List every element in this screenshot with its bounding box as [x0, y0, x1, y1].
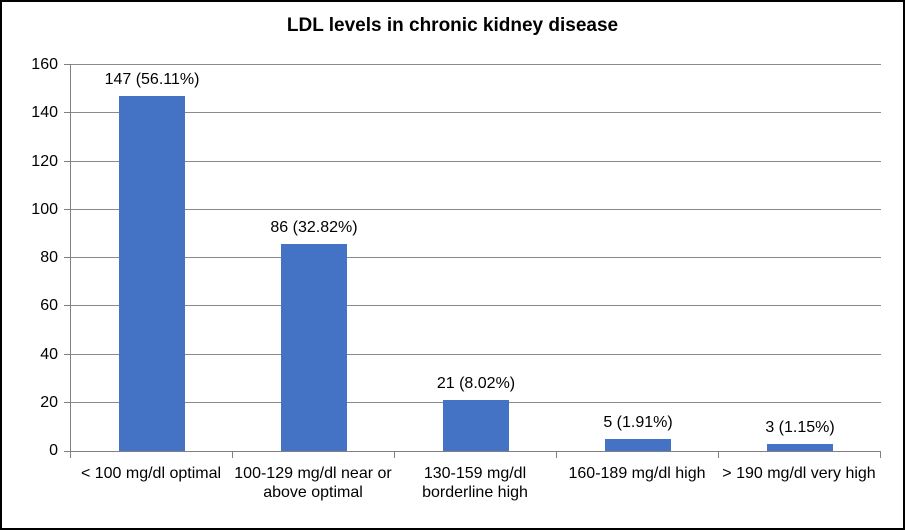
gridline [71, 353, 881, 355]
y-axis-tick [64, 112, 71, 114]
x-axis-category-label: 100-129 mg/dl near or above optimal [234, 465, 392, 501]
x-axis-category-label: < 100 mg/dl optimal [80, 465, 222, 482]
y-axis-tick-label: 20 [40, 393, 58, 411]
y-axis-tick-label: 60 [40, 297, 58, 315]
y-axis-tick-label: 140 [31, 104, 58, 122]
x-axis-category-label: 130-159 mg/dl borderline high [422, 465, 528, 501]
bar-value-label: 86 (32.82%) [270, 219, 358, 236]
x-axis-tick [880, 452, 881, 458]
bar-value-label: 147 (56.11%) [104, 71, 200, 88]
gridline [71, 208, 881, 210]
bar [443, 400, 509, 451]
y-axis-tick [64, 208, 71, 210]
y-axis-tick-label: 160 [31, 56, 58, 73]
bar-value-label: 21 (8.02%) [436, 375, 516, 392]
y-axis-tick [64, 451, 71, 452]
chart-title: LDL levels in chronic kidney disease [286, 15, 619, 36]
y-axis-tick [64, 401, 71, 403]
y-axis-tick-label: 100 [31, 200, 58, 218]
y-axis-tick-label: 120 [31, 152, 58, 170]
bar-value-label: 3 (1.15%) [765, 419, 835, 436]
y-axis-tick-label: 0 [49, 442, 58, 459]
y-axis-tick [64, 305, 71, 307]
bar [281, 244, 347, 451]
x-axis-tick [232, 452, 233, 458]
x-axis-category-label: > 190 mg/dl very high [722, 465, 876, 482]
bar [767, 444, 833, 451]
y-axis-tick-label: 80 [40, 249, 58, 266]
y-axis-tick-label: 40 [40, 345, 58, 363]
bar [605, 439, 671, 451]
y-axis-tick [64, 257, 71, 258]
x-axis-tick [70, 452, 71, 458]
gridline [71, 305, 881, 307]
x-axis-tick [394, 452, 395, 458]
gridline [71, 64, 881, 65]
x-axis-category-label: 160-189 mg/dl high [568, 465, 706, 482]
bar-value-label: 5 (1.91%) [603, 414, 673, 431]
plot-area: 147 (56.11%) 86 (32.82%) 21 (8.02%) 5 (1.91… [70, 64, 881, 452]
bar [119, 96, 185, 451]
y-axis-tick [64, 353, 71, 355]
x-axis-tick [718, 452, 719, 458]
x-axis-tick [556, 452, 557, 458]
gridline [71, 160, 881, 162]
y-axis-tick [64, 160, 71, 162]
gridline [71, 257, 881, 258]
gridline [71, 112, 881, 114]
y-axis-tick [64, 64, 71, 65]
